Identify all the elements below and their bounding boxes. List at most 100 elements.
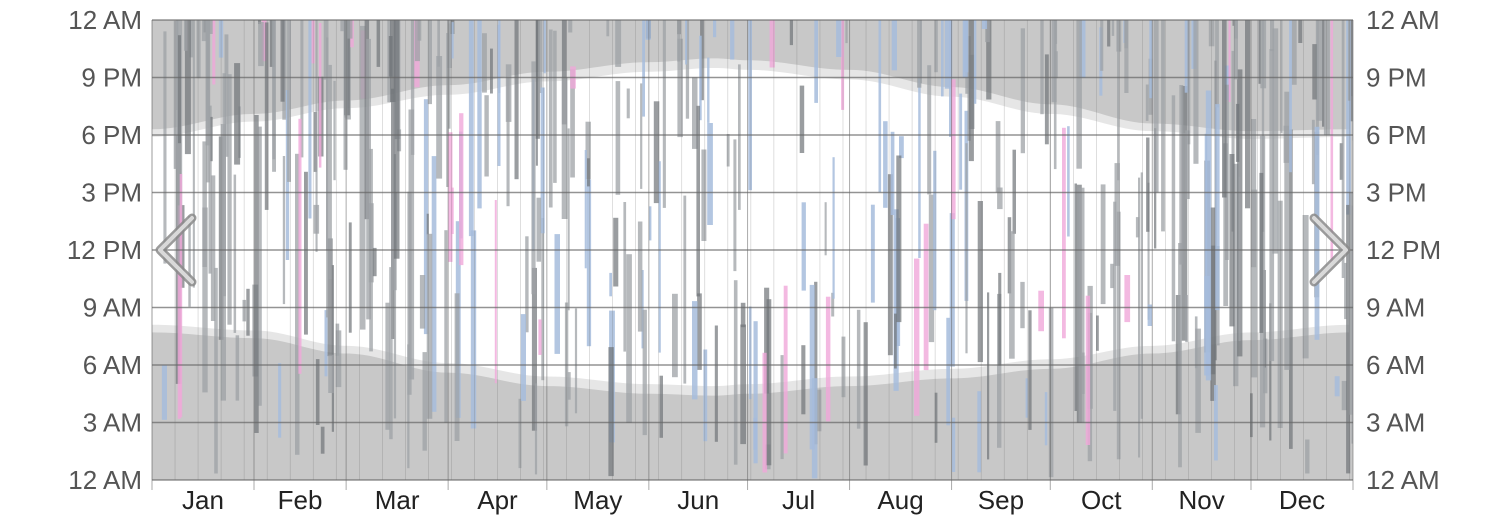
observation-stroke <box>707 123 713 225</box>
observation-stroke <box>561 77 568 219</box>
observation-stroke <box>570 69 575 178</box>
observation-stroke <box>1270 20 1275 52</box>
observation-stroke <box>163 31 167 264</box>
observation-stroke <box>1298 20 1303 43</box>
observation-stroke <box>448 132 453 262</box>
observation-stroke <box>1269 303 1272 441</box>
observation-stroke <box>891 20 897 71</box>
observation-stroke <box>423 99 429 335</box>
observation-stroke <box>208 105 212 274</box>
observation-stroke <box>714 325 718 442</box>
observation-stroke <box>366 38 371 320</box>
observation-stroke <box>645 20 651 40</box>
observation-stroke <box>1028 310 1032 430</box>
observation-stroke <box>568 20 573 33</box>
observation-stroke <box>1330 20 1334 267</box>
observation-stroke <box>836 20 842 57</box>
observation-stroke <box>553 30 557 183</box>
observation-stroke <box>923 223 929 371</box>
observation-stroke <box>543 20 546 74</box>
observation-stroke <box>201 20 208 42</box>
observation-stroke <box>613 217 619 287</box>
observation-stroke <box>801 345 806 415</box>
observation-stroke <box>318 23 322 168</box>
observation-stroke <box>1038 290 1044 332</box>
observation-stroke <box>1116 20 1122 52</box>
observation-stroke <box>1171 95 1176 342</box>
observation-stroke <box>218 20 224 58</box>
prev-button[interactable] <box>150 205 202 295</box>
observation-stroke <box>242 299 247 322</box>
observation-stroke <box>801 202 806 291</box>
observation-stroke <box>1341 20 1345 278</box>
observation-stroke <box>525 236 529 333</box>
observation-stroke <box>554 234 560 354</box>
observation-stroke <box>261 20 267 62</box>
observation-stroke <box>531 61 536 295</box>
observation-stroke <box>1205 90 1212 381</box>
observation-stroke <box>177 205 181 419</box>
observation-stroke <box>335 330 342 388</box>
observation-stroke <box>1044 392 1048 446</box>
observation-stroke <box>1076 20 1082 169</box>
observation-stroke <box>1067 126 1070 237</box>
observation-stroke <box>1117 20 1120 181</box>
observation-stroke <box>730 20 735 60</box>
observation-stroke <box>1040 20 1044 115</box>
observation-stroke <box>426 233 433 419</box>
observation-stroke <box>538 20 543 93</box>
observation-stroke <box>1138 177 1141 458</box>
observation-stroke <box>696 105 700 297</box>
y-tick-label-right: 12 AM <box>1366 465 1440 495</box>
observation-stroke <box>615 20 622 67</box>
observation-stroke <box>894 313 897 369</box>
observation-stroke <box>210 116 213 162</box>
observation-stroke <box>658 161 661 353</box>
observation-stroke <box>997 293 1002 448</box>
observation-stroke <box>235 335 240 401</box>
observation-stroke <box>1224 65 1230 101</box>
next-button[interactable] <box>1304 205 1356 295</box>
observation-stroke <box>683 195 687 384</box>
observation-stroke <box>653 101 660 204</box>
observation-stroke <box>202 207 208 393</box>
observation-stroke <box>685 20 690 119</box>
observation-stroke <box>1238 176 1241 342</box>
observation-stroke <box>468 20 474 237</box>
observation-stroke <box>918 78 921 258</box>
observation-stroke <box>298 118 302 374</box>
observation-stroke <box>254 115 259 433</box>
observation-stroke <box>348 222 352 333</box>
observation-stroke <box>845 20 848 44</box>
observation-stroke <box>1341 380 1347 411</box>
observation-stroke <box>677 38 683 138</box>
observation-stroke <box>388 36 393 77</box>
observation-stroke <box>176 20 183 272</box>
month-label: Jun <box>677 485 719 515</box>
observation-stroke <box>789 20 793 46</box>
observations-layer <box>161 20 1353 479</box>
observation-stroke <box>414 20 420 62</box>
observation-stroke <box>783 285 788 454</box>
observation-stroke <box>477 20 482 209</box>
observation-stroke <box>347 20 353 39</box>
observation-stroke <box>870 204 875 303</box>
observation-stroke <box>390 20 396 102</box>
observation-stroke <box>202 141 207 267</box>
observation-stroke <box>841 20 845 110</box>
observation-stroke <box>188 216 191 307</box>
observation-stroke <box>470 230 477 429</box>
observation-stroke <box>246 288 250 336</box>
observation-stroke <box>1078 187 1085 423</box>
observation-stroke <box>431 156 437 412</box>
observation-stroke <box>753 321 758 464</box>
observation-stroke <box>1251 189 1258 378</box>
observation-stroke <box>893 209 899 391</box>
observation-stroke <box>1020 28 1025 154</box>
observation-stroke <box>733 139 737 272</box>
y-tick-label-left: 12 AM <box>68 465 142 495</box>
month-label: Feb <box>278 485 323 515</box>
observation-stroke <box>697 293 702 370</box>
observation-stroke <box>506 77 510 207</box>
